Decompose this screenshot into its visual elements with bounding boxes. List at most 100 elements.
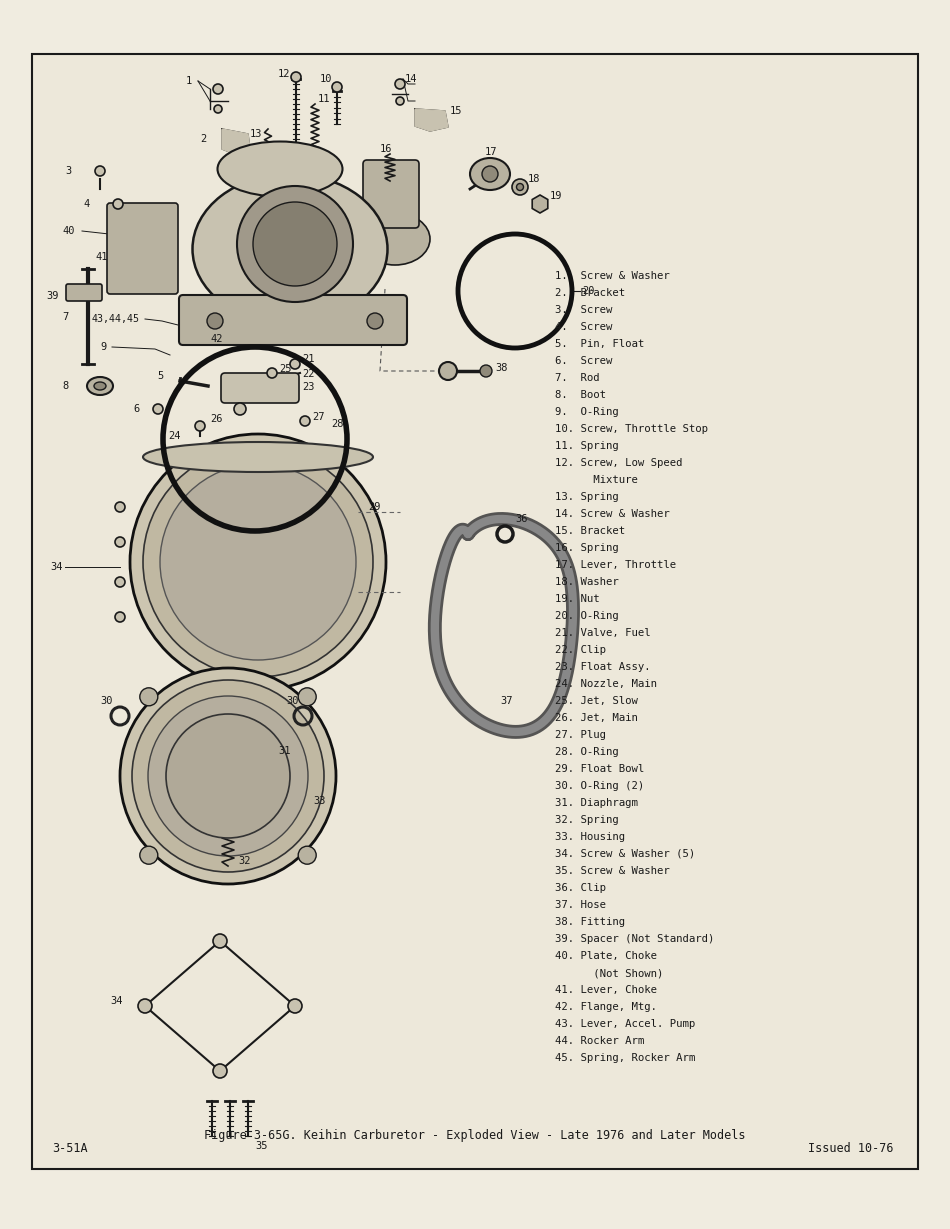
Text: 14. Screw & Washer: 14. Screw & Washer (555, 509, 670, 519)
Text: 34. Screw & Washer (5): 34. Screw & Washer (5) (555, 849, 695, 859)
Text: 37. Hose: 37. Hose (555, 900, 606, 909)
Text: 6: 6 (133, 404, 140, 414)
Text: 15. Bracket: 15. Bracket (555, 526, 625, 536)
Polygon shape (415, 109, 448, 132)
Text: 24: 24 (168, 431, 180, 441)
FancyBboxPatch shape (107, 203, 178, 294)
Text: 9: 9 (100, 342, 106, 351)
Text: 10. Screw, Throttle Stop: 10. Screw, Throttle Stop (555, 424, 708, 434)
Text: Issued 10-76: Issued 10-76 (808, 1142, 893, 1155)
Circle shape (160, 465, 356, 660)
Text: 4: 4 (83, 199, 89, 209)
Circle shape (115, 537, 125, 547)
Text: 4.  Screw: 4. Screw (555, 322, 613, 332)
Text: 42. Flange, Mtg.: 42. Flange, Mtg. (555, 1002, 657, 1011)
Text: Figure 3-65G. Keihin Carburetor - Exploded View - Late 1976 and Later Models: Figure 3-65G. Keihin Carburetor - Explod… (204, 1129, 746, 1142)
Circle shape (512, 179, 528, 195)
FancyBboxPatch shape (66, 284, 102, 301)
Text: 33: 33 (313, 796, 326, 806)
Text: 24. Nozzle, Main: 24. Nozzle, Main (555, 678, 657, 689)
Circle shape (288, 999, 302, 1013)
Text: 21: 21 (302, 354, 314, 364)
Text: 39: 39 (46, 291, 59, 301)
Text: 22: 22 (302, 369, 314, 379)
Circle shape (130, 434, 386, 689)
Text: 35. Screw & Washer: 35. Screw & Washer (555, 866, 670, 876)
Text: 10: 10 (320, 74, 332, 84)
Text: 12: 12 (278, 69, 291, 79)
Text: 28: 28 (331, 419, 344, 429)
Text: 23: 23 (302, 382, 314, 392)
Text: 20. O-Ring: 20. O-Ring (555, 611, 618, 621)
Text: 16: 16 (380, 144, 392, 154)
Text: 2.  Bracket: 2. Bracket (555, 288, 625, 297)
Text: 26. Jet, Main: 26. Jet, Main (555, 713, 637, 723)
Circle shape (237, 186, 353, 302)
Text: 25. Jet, Slow: 25. Jet, Slow (555, 696, 637, 705)
Circle shape (290, 359, 300, 369)
Text: 11. Spring: 11. Spring (555, 441, 618, 451)
Text: 19. Nut: 19. Nut (555, 594, 599, 603)
Text: 3-51A: 3-51A (52, 1142, 87, 1155)
Text: 12. Screw, Low Speed: 12. Screw, Low Speed (555, 458, 682, 468)
FancyBboxPatch shape (363, 160, 419, 229)
Text: 13: 13 (250, 129, 262, 139)
Circle shape (148, 696, 308, 857)
Text: 31. Diaphragm: 31. Diaphragm (555, 798, 637, 807)
Circle shape (138, 999, 152, 1013)
Circle shape (120, 669, 336, 884)
Text: 23. Float Assy.: 23. Float Assy. (555, 662, 651, 672)
Text: 17. Lever, Throttle: 17. Lever, Throttle (555, 560, 676, 570)
Circle shape (113, 199, 123, 209)
Text: 28. O-Ring: 28. O-Ring (555, 747, 618, 757)
Circle shape (396, 97, 404, 104)
Circle shape (213, 84, 223, 93)
FancyBboxPatch shape (221, 372, 299, 403)
Circle shape (213, 934, 227, 948)
Text: 18: 18 (528, 175, 541, 184)
Text: 8: 8 (62, 381, 68, 391)
Text: 7: 7 (62, 312, 68, 322)
Text: 40. Plate, Choke: 40. Plate, Choke (555, 951, 657, 961)
Circle shape (115, 501, 125, 512)
Text: 34: 34 (110, 995, 123, 1007)
Text: 11: 11 (318, 93, 331, 104)
Text: 38. Fitting: 38. Fitting (555, 917, 625, 927)
Text: 30. O-Ring (2): 30. O-Ring (2) (555, 780, 644, 791)
Text: 15: 15 (450, 106, 463, 116)
Text: 13. Spring: 13. Spring (555, 492, 618, 501)
Text: 8.  Boot: 8. Boot (555, 390, 606, 399)
Ellipse shape (87, 377, 113, 395)
Circle shape (482, 166, 498, 182)
Polygon shape (222, 129, 250, 154)
Text: (Not Shown): (Not Shown) (555, 968, 663, 978)
Circle shape (332, 82, 342, 92)
Text: 30: 30 (100, 696, 112, 705)
Text: 7.  Rod: 7. Rod (555, 372, 599, 383)
Text: 2: 2 (200, 134, 206, 144)
Text: 22. Clip: 22. Clip (555, 645, 606, 655)
Circle shape (166, 714, 290, 838)
Text: 36. Clip: 36. Clip (555, 882, 606, 893)
Circle shape (298, 688, 316, 705)
Text: 41. Lever, Choke: 41. Lever, Choke (555, 984, 657, 995)
Circle shape (367, 313, 383, 329)
Circle shape (140, 847, 158, 864)
Circle shape (213, 1064, 227, 1078)
Circle shape (115, 576, 125, 587)
Text: 38: 38 (495, 363, 507, 372)
Text: 17: 17 (485, 147, 498, 157)
Text: 39. Spacer (Not Standard): 39. Spacer (Not Standard) (555, 934, 714, 944)
Text: 42: 42 (210, 334, 222, 344)
Text: 16. Spring: 16. Spring (555, 543, 618, 553)
Text: 41: 41 (95, 252, 107, 262)
Text: 27: 27 (312, 412, 325, 422)
Text: 34: 34 (50, 562, 63, 571)
Text: 37: 37 (500, 696, 512, 705)
Text: 6.  Screw: 6. Screw (555, 356, 613, 366)
Text: 32. Spring: 32. Spring (555, 815, 618, 825)
Circle shape (153, 404, 163, 414)
Circle shape (140, 688, 158, 705)
Circle shape (439, 363, 457, 380)
Text: 43. Lever, Accel. Pump: 43. Lever, Accel. Pump (555, 1019, 695, 1029)
